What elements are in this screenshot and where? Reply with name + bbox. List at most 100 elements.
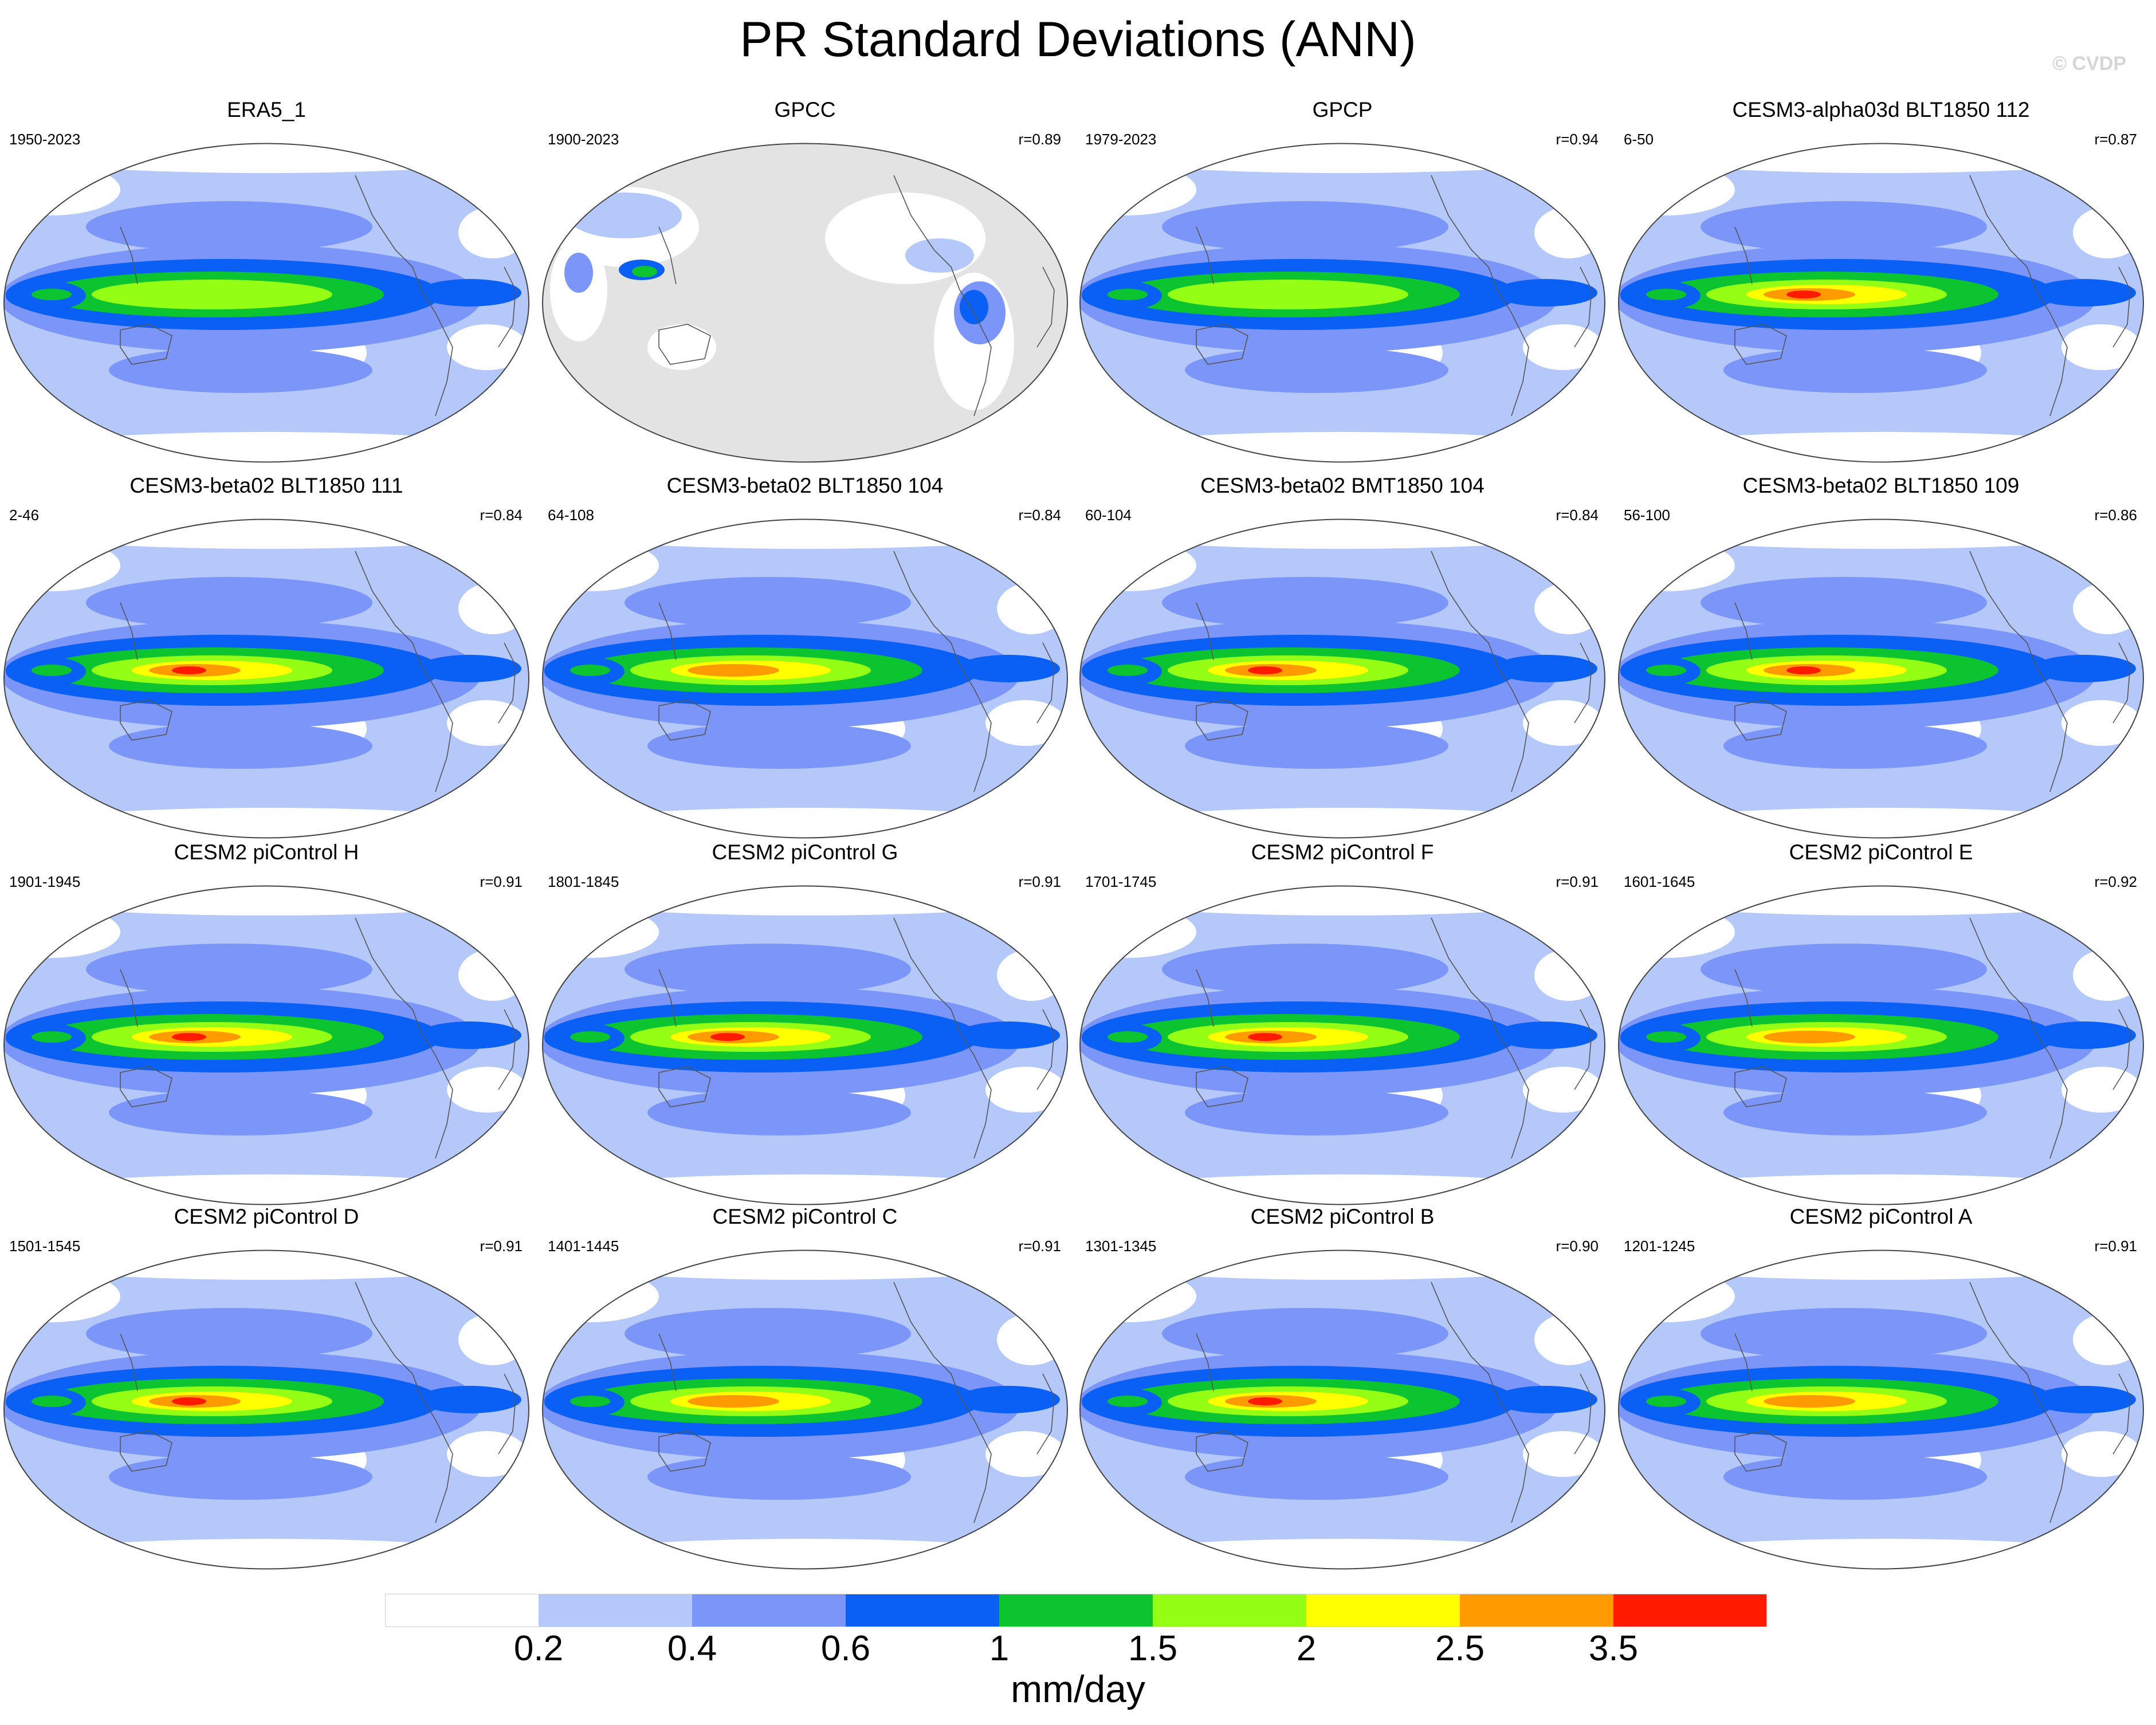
precip-std-map: [542, 518, 1068, 839]
coastline: [1574, 642, 1592, 724]
map-panel: CESM2 piControl G 1801-1845 r=0.91: [539, 840, 1071, 1207]
map-panel: CESM2 piControl A 1201-1245 r=0.91: [1615, 1204, 2147, 1571]
map-outline: [1079, 1249, 1605, 1570]
map-outline: [542, 518, 1068, 839]
precip-std-map: [3, 1249, 529, 1570]
colorbar-segment: [1306, 1594, 1460, 1627]
precip-std-map: [1618, 885, 2144, 1205]
panel-title: CESM2 piControl A: [1789, 1205, 1973, 1228]
colorbar-segment: [846, 1594, 999, 1627]
coastline: [1574, 1373, 1592, 1455]
coastline: [658, 1333, 677, 1392]
coastline: [959, 1396, 992, 1523]
precip-std-map: [1079, 518, 1605, 839]
coastline: [355, 175, 422, 290]
panel-title: CESM2 piControl G: [712, 840, 898, 864]
coastline: [120, 700, 172, 741]
map-panel: CESM2 piControl C 1401-1445 r=0.91: [539, 1204, 1071, 1571]
colorbar-frame: [385, 1594, 1767, 1627]
coastline: [355, 1282, 422, 1397]
coastline: [421, 289, 453, 416]
coastline: [1734, 700, 1787, 741]
coastline: [658, 602, 677, 661]
panel-years: 1901-1945: [9, 873, 81, 890]
coastline: [2035, 1032, 2068, 1159]
coastline: [421, 1032, 453, 1159]
panel-correlation: r=0.91: [480, 873, 523, 890]
coastline: [1036, 1373, 1055, 1455]
panel-years: 1201-1245: [1624, 1237, 1695, 1255]
coastline: [959, 289, 992, 416]
panel-correlation: r=0.91: [1018, 1237, 1061, 1255]
panel-title: CESM2 piControl C: [712, 1205, 898, 1228]
map-panel: GPCP 1979-2023 r=0.94: [1076, 97, 1609, 464]
map-outline: [1079, 885, 1605, 1205]
colorbar-tick-label: 1.5: [1128, 1629, 1178, 1668]
colorbar-tick-label: 2.5: [1435, 1629, 1485, 1668]
coastline: [1196, 1431, 1248, 1472]
map-outline: [3, 1249, 529, 1570]
map-panel: CESM2 piControl D 1501-1545 r=0.91: [0, 1204, 533, 1571]
coastline: [120, 602, 138, 661]
coastline: [658, 1431, 711, 1472]
coastline: [1497, 1032, 1529, 1159]
panel-correlation: r=0.91: [2094, 1237, 2137, 1255]
panel-years: 1979-2023: [1085, 131, 1157, 148]
coastline: [1734, 226, 1753, 285]
coastline: [120, 1066, 172, 1107]
colorbar-tick-label: 1: [989, 1629, 1010, 1668]
map-outline: [3, 885, 529, 1205]
panel-title: CESM2 piControl H: [174, 840, 359, 864]
map-panel: CESM2 piControl F 1701-1745 r=0.91: [1076, 840, 1609, 1207]
coastline: [120, 324, 172, 365]
coastline: [1497, 1396, 1529, 1523]
coastline: [2035, 1396, 2068, 1523]
coastline: [1036, 266, 1055, 348]
panel-years: 64-108: [548, 506, 594, 524]
map-panel: CESM3-beta02 BMT1850 104 60-104 r=0.84: [1076, 473, 1609, 840]
panel-correlation: r=0.91: [1556, 873, 1599, 890]
panel-years: 60-104: [1085, 506, 1132, 524]
coastline: [1574, 266, 1592, 348]
coastline: [1196, 700, 1248, 741]
coastline: [1734, 969, 1753, 1027]
coastline: [1574, 1009, 1592, 1090]
panel-title: CESM3-beta02 BLT1850 111: [129, 474, 403, 497]
map-panel: CESM3-beta02 BLT1850 104 64-108 r=0.84: [539, 473, 1071, 840]
colorbar-segment: [385, 1594, 539, 1627]
colorbar-segment: [1460, 1594, 1613, 1627]
coastline: [1036, 1009, 1055, 1090]
panel-correlation: r=0.91: [1018, 873, 1061, 890]
coastline: [1969, 917, 2036, 1033]
panel-years: 1401-1445: [548, 1237, 619, 1255]
colorbar-tick-label: 0.2: [513, 1629, 564, 1668]
colorbar-segment: [539, 1594, 692, 1627]
panel-correlation: r=0.94: [1556, 131, 1599, 148]
panel-correlation: r=0.84: [1018, 506, 1061, 524]
precip-std-map: [542, 143, 1068, 463]
coastline: [1969, 1282, 2036, 1397]
panel-correlation: r=0.87: [2094, 131, 2137, 148]
coastline: [658, 1066, 711, 1107]
panel-correlation: r=0.84: [1556, 506, 1599, 524]
panel-correlation: r=0.84: [480, 506, 523, 524]
precip-std-map: [3, 143, 529, 463]
coastline: [2112, 642, 2131, 724]
coastline: [355, 917, 422, 1033]
panel-years: 56-100: [1624, 506, 1670, 524]
precip-std-map: [1079, 1249, 1605, 1570]
colorbar-segment: [1613, 1594, 1767, 1627]
coastline: [1196, 226, 1214, 285]
precip-std-map: [1079, 143, 1605, 463]
map-outline: [1079, 518, 1605, 839]
panel-years: 1950-2023: [9, 131, 81, 148]
coastline: [421, 1396, 453, 1523]
coastline: [1734, 1066, 1787, 1107]
panel-title: CESM2 piControl D: [174, 1205, 359, 1228]
panel-title: CESM3-alpha03d BLT1850 112: [1732, 98, 2030, 121]
coastline: [1969, 175, 2036, 290]
map-outline: [542, 885, 1068, 1205]
precip-std-map: [1618, 1249, 2144, 1570]
colorbar-tick-label: 2: [1296, 1629, 1317, 1668]
precip-std-map: [542, 885, 1068, 1205]
